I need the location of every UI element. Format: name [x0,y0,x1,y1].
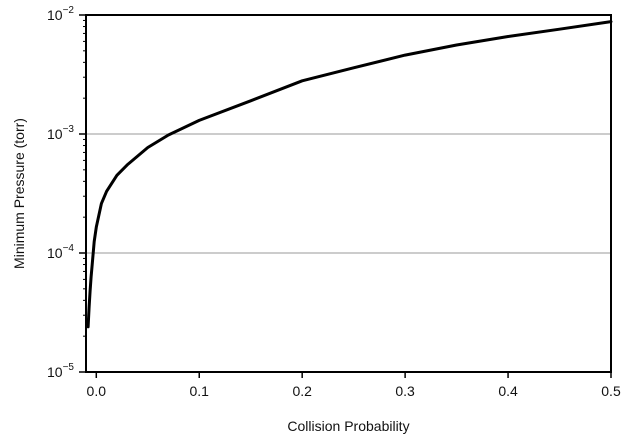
series-layer [86,20,613,329]
x-axis-label: Collision Probability [287,418,409,434]
y-axis-label: Minimum Pressure (torr) [11,118,27,269]
y-tick-label: 10−2 [47,5,74,23]
x-tick-label: 0.3 [395,383,415,399]
y-axis: 10−5 10−4 10−3 10−2 [47,5,86,380]
x-tick-label: 0.4 [498,383,518,399]
y-tick-label: 10−4 [47,243,74,261]
x-tick-label: 0.2 [292,383,312,399]
series-line [86,20,613,329]
plot-frame [85,14,612,373]
x-tick-label: 0.1 [190,383,210,399]
y-tick-label: 10−5 [47,362,74,380]
x-axis: 0.0 0.1 0.2 0.3 0.4 0.5 [87,372,621,399]
x-tick-label: 0.5 [601,383,621,399]
y-tick-label: 10−3 [47,124,74,142]
grid-lines [86,133,611,254]
x-tick-label: 0.0 [87,383,107,399]
